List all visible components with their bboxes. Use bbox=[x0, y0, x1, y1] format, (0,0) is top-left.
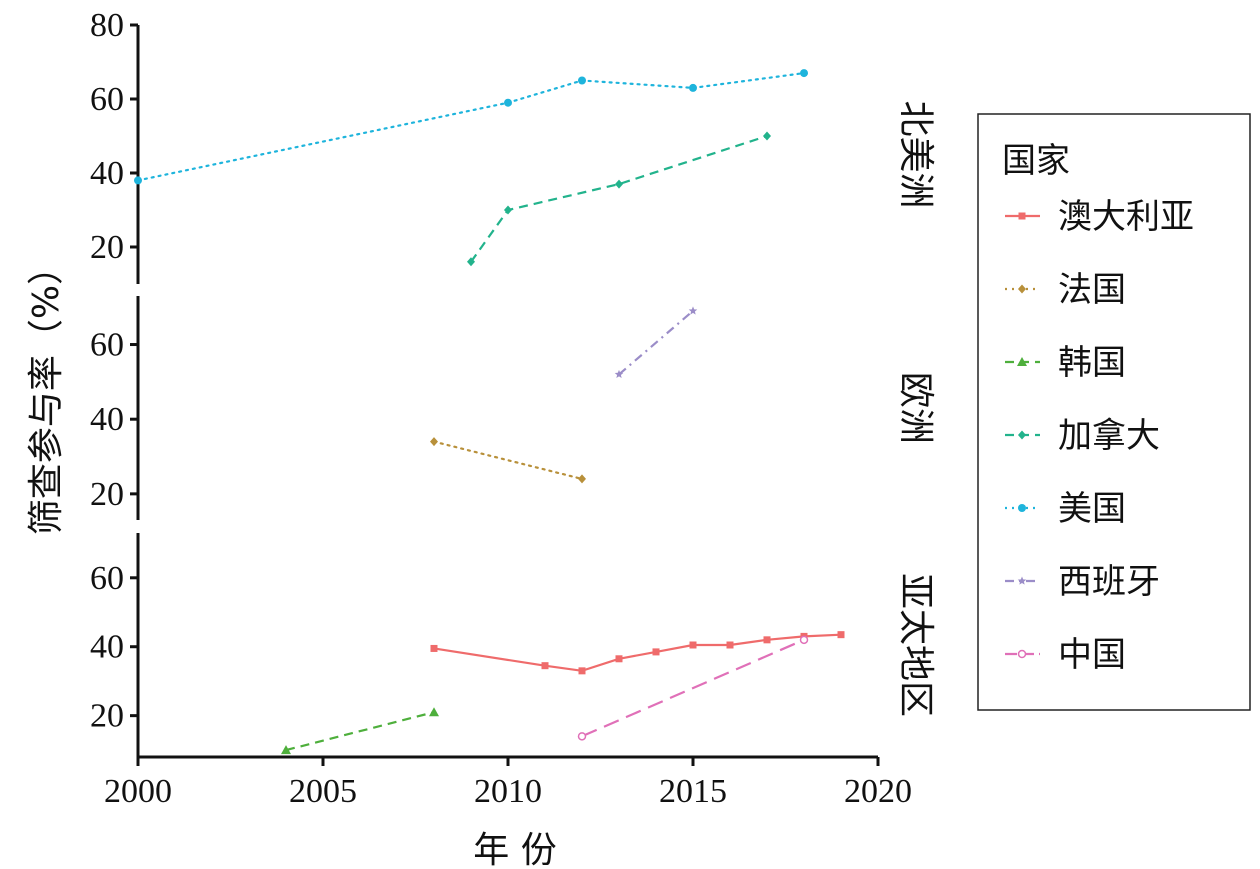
x-tick-label: 2015 bbox=[659, 773, 727, 810]
y-tick-label: 60 bbox=[90, 327, 124, 364]
x-axis: 2000 2005 2010 2015 2020 bbox=[104, 755, 912, 810]
panel-2: 20 40 60 欧洲 bbox=[90, 296, 936, 520]
data-point bbox=[504, 98, 512, 107]
series-中国 bbox=[577, 635, 809, 741]
data-point bbox=[430, 437, 438, 447]
data-point bbox=[615, 179, 623, 189]
series-line bbox=[470, 134, 768, 263]
legend-item: 中国 bbox=[1005, 635, 1126, 675]
x-axis-title: 年 份 bbox=[473, 830, 556, 869]
data-point bbox=[652, 648, 660, 656]
data-point bbox=[467, 257, 475, 267]
data-point bbox=[578, 76, 586, 85]
legend-item: 西班牙 bbox=[1005, 562, 1160, 602]
data-point bbox=[578, 667, 586, 675]
legend-item: 法国 bbox=[1005, 270, 1126, 310]
x-tick-label: 2020 bbox=[844, 773, 912, 810]
series-法国 bbox=[430, 437, 586, 484]
series-韩国 bbox=[281, 707, 439, 755]
legend-label: 韩国 bbox=[1058, 343, 1126, 383]
legend-swatch-marker bbox=[1017, 649, 1027, 659]
y-tick-label: 60 bbox=[90, 560, 124, 597]
data-point bbox=[430, 644, 438, 652]
data-point bbox=[577, 732, 587, 741]
data-point bbox=[615, 655, 623, 663]
data-point bbox=[799, 635, 809, 645]
data-point bbox=[689, 641, 697, 649]
data-point bbox=[689, 83, 697, 92]
x-tick-label: 2000 bbox=[104, 773, 172, 810]
y-tick-label: 20 bbox=[90, 229, 124, 266]
y-tick-label: 40 bbox=[90, 155, 124, 192]
y-axis-title: 筛查参与率（%） bbox=[26, 249, 67, 535]
data-point bbox=[726, 641, 734, 649]
legend-swatch-marker bbox=[1017, 357, 1027, 366]
legend-swatch-marker bbox=[1018, 284, 1026, 294]
data-point bbox=[281, 745, 291, 755]
data-point bbox=[837, 631, 845, 639]
y-tick-label: 80 bbox=[90, 7, 124, 44]
legend-swatch-marker bbox=[1018, 504, 1026, 512]
panel-label: 北美洲 bbox=[895, 100, 936, 208]
y-tick-label: 40 bbox=[90, 401, 124, 438]
data-point bbox=[134, 176, 142, 185]
data-point bbox=[578, 474, 586, 484]
y-tick-label: 60 bbox=[90, 81, 124, 118]
series-澳大利亚 bbox=[430, 631, 845, 675]
legend-label: 美国 bbox=[1058, 489, 1126, 529]
y-tick-label: 20 bbox=[90, 698, 124, 735]
legend-label: 澳大利亚 bbox=[1058, 197, 1194, 237]
panel-label: 亚太地区 bbox=[895, 573, 936, 717]
legend-label: 加拿大 bbox=[1058, 416, 1160, 456]
data-point bbox=[614, 369, 624, 379]
legend-swatch-marker bbox=[1017, 576, 1027, 585]
data-point bbox=[429, 707, 439, 717]
panel-label: 欧洲 bbox=[895, 372, 936, 444]
x-tick-label: 2010 bbox=[474, 773, 542, 810]
x-tick-label: 2005 bbox=[289, 773, 357, 810]
legend-swatch-marker bbox=[1018, 430, 1026, 440]
series-line bbox=[433, 633, 842, 672]
data-point bbox=[763, 636, 771, 644]
series-line bbox=[618, 310, 694, 376]
legend-item: 澳大利亚 bbox=[1005, 197, 1194, 237]
series-line bbox=[285, 711, 435, 752]
legend-swatch-marker bbox=[1018, 212, 1026, 220]
panels: 20 40 60 80 北美洲 20 40 60 欧洲 20 40 60 亚太地区 bbox=[90, 7, 936, 757]
data-point bbox=[504, 205, 512, 215]
legend-item: 韩国 bbox=[1005, 343, 1126, 383]
y-tick-label: 20 bbox=[90, 476, 124, 513]
y-tick-label: 40 bbox=[90, 629, 124, 666]
series-line bbox=[136, 71, 806, 182]
data-point bbox=[763, 131, 771, 141]
data-point bbox=[541, 662, 549, 670]
series-西班牙 bbox=[614, 306, 698, 379]
legend-item: 美国 bbox=[1005, 489, 1126, 529]
series-line bbox=[432, 440, 584, 480]
legend-title: 国家 bbox=[1002, 141, 1070, 181]
series-line bbox=[581, 638, 805, 738]
legend-label: 法国 bbox=[1058, 270, 1126, 310]
legend-label: 西班牙 bbox=[1058, 562, 1160, 602]
legend-label: 中国 bbox=[1058, 635, 1126, 675]
data-point bbox=[688, 306, 698, 315]
series-美国 bbox=[134, 69, 808, 185]
panel-3: 20 40 60 亚太地区 bbox=[90, 533, 936, 757]
panel-1: 20 40 60 80 北美洲 bbox=[90, 7, 936, 284]
data-point bbox=[800, 69, 808, 78]
legend-item: 加拿大 bbox=[1005, 416, 1160, 456]
series-加拿大 bbox=[467, 131, 771, 267]
